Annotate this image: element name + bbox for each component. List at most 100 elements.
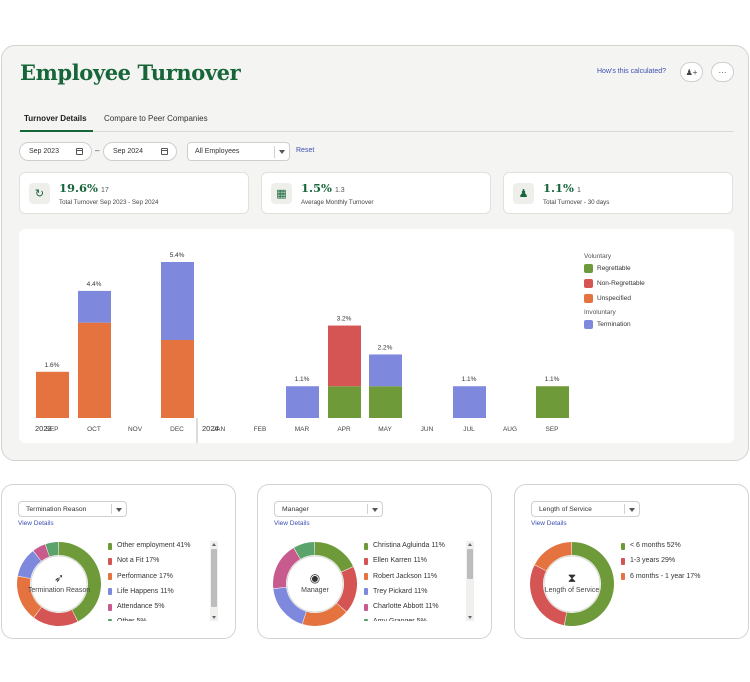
view-details-link[interactable]: View Details [274,520,310,527]
list-item: Amy Granger 5% [364,617,464,621]
scroll-up-icon[interactable] [468,543,472,546]
list-item-label: < 6 months 52% [630,542,681,549]
color-swatch [364,618,368,621]
view-details-link[interactable]: View Details [531,520,567,527]
breakdown-select[interactable]: Termination Reason [18,501,127,517]
length-of-service-card: Length of Service View Details ⧗ Length … [514,484,749,639]
legend-label: Non-Regrettable [597,280,645,287]
list-item: Trey Pickard 11% [364,587,464,597]
turnover-chart: 2023 2024 1.6% SEP 4.4% OCT NOV 5.4% DEC JAN FEB 1.… [19,229,734,443]
donut-slice[interactable] [302,603,347,626]
view-details-link[interactable]: View Details [18,520,54,527]
bar-segment-regrettable[interactable] [328,386,361,418]
scrollbar[interactable] [210,541,218,621]
list-item-label: Christina Agluinda 11% [373,542,445,549]
x-tick-label: OCT [87,426,101,433]
bar-segment-termination[interactable] [286,386,319,418]
add-user-button[interactable]: ♟+ [680,62,703,82]
date-separator: – [95,146,100,155]
chevron-down-icon [279,150,285,154]
bar-segment-termination[interactable] [453,386,486,418]
scroll-down-icon[interactable] [468,616,472,619]
donut-hole [543,555,601,613]
bar-value-label: 1.1% [295,376,310,383]
more-button[interactable]: ··· [711,62,734,82]
stat-count: 1 [576,187,581,194]
bar-value-label: 1.1% [545,376,560,383]
x-tick-label: SEP [45,426,58,433]
bar-segment-regrettable[interactable] [369,386,402,418]
donut-slice[interactable] [294,542,315,559]
stat-value: 19.6% [59,181,98,195]
breakdown-select[interactable]: Length of Service [531,501,640,517]
x-tick-label: AUG [503,426,517,433]
tab-bar: Turnover Details Compare to Peer Compani… [19,110,734,132]
breakdown-list: Other employment 41% Not a Fit 17% Perform… [108,541,208,621]
donut-slice[interactable] [564,542,614,626]
tab-compare-peers[interactable]: Compare to Peer Companies [104,114,208,123]
scroll-thumb[interactable] [211,549,217,607]
bar-segment-termination[interactable] [161,262,194,340]
donut-slice[interactable] [273,547,301,589]
donut-slice[interactable] [45,542,59,557]
reset-link[interactable]: Reset [296,147,315,154]
donut-slice[interactable] [17,576,42,618]
color-swatch [364,557,368,565]
start-date-picker[interactable]: Sep 2023 [19,142,92,161]
bar-segment-unspecified[interactable] [78,322,111,418]
list-item-label: Life Happens 11% [117,587,174,595]
breakdown-select[interactable]: Manager [274,501,383,517]
color-swatch [108,588,112,596]
x-tick-label: NOV [128,426,143,433]
stat-label: Total Turnover - 30 days [543,199,610,206]
list-item-label: Trey Pickard 11% [373,587,428,595]
list-item-label: Charlotte Abbott 11% [373,603,439,611]
x-tick-label: JUN [421,426,434,433]
color-swatch [364,542,368,550]
donut-slice[interactable] [33,607,78,626]
list-item-label: Other 5% [117,618,147,621]
scroll-thumb[interactable] [467,549,473,579]
list-item-label: Amy Granger 5% [373,618,427,621]
list-item: 1-3 years 29% [621,556,721,566]
donut-slice[interactable] [530,565,567,626]
scrollbar[interactable] [466,541,474,621]
scroll-up-icon[interactable] [212,543,216,546]
bar-segment-termination[interactable] [78,290,111,323]
list-item-label: Performance 17% [117,572,174,580]
chevron-down-icon [629,508,635,512]
legend-item: Regrettable [584,264,645,274]
donut-slice[interactable] [336,566,357,612]
donut-slice[interactable] [273,587,307,624]
color-swatch [108,542,112,550]
donut-center: ⧗ Length of Service [529,541,615,627]
employee-filter-select[interactable]: All Employees [187,142,290,161]
legend-item: Termination [584,320,645,330]
legend-label: Unspecified [597,295,631,302]
stat-card-average-monthly: ▦ 1.5% 1.3 Average Monthly Turnover [261,172,491,214]
person-running-icon: ➶ [53,570,65,585]
calendar-icon[interactable] [161,148,168,155]
list-item: Performance 17% [108,572,208,582]
end-date-picker[interactable]: Sep 2024 [103,142,177,161]
donut-slice[interactable] [315,542,354,572]
x-tick-label: FEB [254,426,267,433]
bar-segment-unspecified[interactable] [161,340,194,418]
list-item: Attendance 5% [108,602,208,612]
turnover-bar-chart: 2023 2024 1.6% SEP 4.4% OCT NOV 5.4% DEC JAN FEB 1.… [35,252,569,443]
help-link[interactable]: How's this calculated? [597,68,667,75]
bar-segment-regrettable[interactable] [536,386,569,418]
donut-slice[interactable] [59,542,101,622]
bar-segment-termination[interactable] [369,354,402,387]
employee-filter-value: All Employees [195,148,240,155]
donut-slice[interactable] [534,542,572,571]
donut-slice[interactable] [33,544,50,561]
legend-swatch [584,264,593,273]
donut-slice[interactable] [17,551,42,579]
calendar-icon[interactable] [76,148,83,155]
tab-turnover-details[interactable]: Turnover Details [20,114,93,132]
scroll-down-icon[interactable] [212,616,216,619]
bar-segment-non-regrettable[interactable] [328,325,361,387]
bar-segment-unspecified[interactable] [36,371,69,418]
donut-center: ➶ Termination Reason [16,541,102,627]
